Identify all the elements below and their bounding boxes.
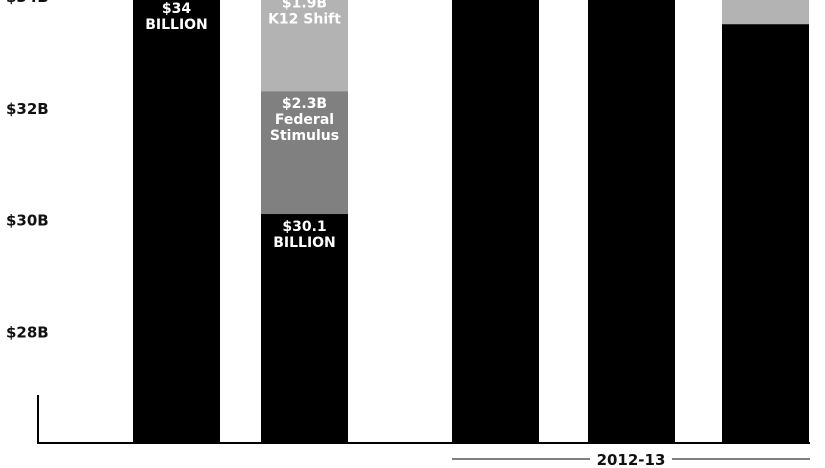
bar-data-label: $30.1: [282, 219, 326, 235]
bar-data-label: Federal: [275, 112, 334, 128]
bar-segment-bagreement: [722, 0, 809, 25]
y-tick-label: $28B: [6, 323, 49, 341]
bar-segment-bagreement: [722, 24, 809, 443]
bar-data-label: Stimulus: [270, 128, 339, 144]
bar-data-label: BILLION: [273, 235, 336, 251]
bar-segment-b1011: [261, 214, 348, 443]
y-tick-label: $30B: [6, 212, 49, 230]
bar-segment-b0809: [133, 0, 220, 443]
bar-data-label: $1.9B: [282, 0, 327, 12]
group-label: 2012-13: [597, 451, 666, 468]
bar-data-label: $34: [162, 1, 191, 17]
bar-segment-bforecast: [452, 0, 539, 443]
bar-segment-b1011: [261, 91, 348, 215]
bar-segment-bdayton: [588, 0, 675, 443]
bar-data-label: $2.3B: [282, 96, 327, 112]
y-tick-label: $34B: [6, 0, 49, 6]
bar-data-label: K12 Shift: [268, 12, 341, 28]
y-tick-label: $32B: [6, 100, 49, 118]
bar-segment-b1011: [261, 0, 348, 92]
bar-data-label: BILLION: [145, 17, 208, 33]
